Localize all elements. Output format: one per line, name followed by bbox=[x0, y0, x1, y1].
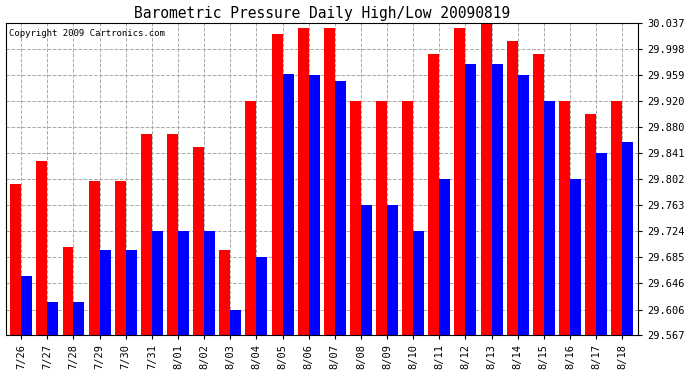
Bar bbox=[282, 74, 293, 335]
Bar bbox=[466, 64, 476, 335]
Bar bbox=[481, 24, 491, 335]
Bar bbox=[570, 179, 581, 335]
Bar bbox=[324, 28, 335, 335]
Bar bbox=[428, 54, 440, 335]
Bar bbox=[37, 160, 48, 335]
Bar bbox=[518, 75, 529, 335]
Bar bbox=[387, 205, 398, 335]
Bar bbox=[178, 231, 189, 335]
Bar bbox=[246, 101, 257, 335]
Bar bbox=[63, 247, 74, 335]
Bar bbox=[308, 75, 319, 335]
Bar bbox=[361, 205, 372, 335]
Bar bbox=[272, 34, 282, 335]
Bar bbox=[167, 134, 178, 335]
Bar bbox=[544, 101, 555, 335]
Bar bbox=[559, 101, 570, 335]
Bar bbox=[230, 309, 241, 335]
Bar bbox=[350, 101, 361, 335]
Bar bbox=[611, 101, 622, 335]
Bar bbox=[413, 231, 424, 335]
Bar bbox=[88, 181, 99, 335]
Text: Copyright 2009 Cartronics.com: Copyright 2009 Cartronics.com bbox=[9, 29, 165, 38]
Bar bbox=[376, 101, 387, 335]
Bar bbox=[204, 231, 215, 335]
Bar bbox=[596, 153, 607, 335]
Bar bbox=[21, 276, 32, 335]
Bar bbox=[297, 28, 308, 335]
Bar bbox=[491, 64, 502, 335]
Bar bbox=[219, 251, 230, 335]
Bar bbox=[335, 81, 346, 335]
Bar bbox=[99, 251, 110, 335]
Bar bbox=[533, 54, 544, 335]
Bar bbox=[622, 142, 633, 335]
Bar bbox=[141, 134, 152, 335]
Bar bbox=[48, 302, 59, 335]
Bar bbox=[440, 179, 451, 335]
Bar bbox=[257, 257, 268, 335]
Bar bbox=[506, 41, 518, 335]
Bar bbox=[152, 231, 163, 335]
Title: Barometric Pressure Daily High/Low 20090819: Barometric Pressure Daily High/Low 20090… bbox=[134, 6, 510, 21]
Bar bbox=[193, 147, 204, 335]
Bar bbox=[115, 181, 126, 335]
Bar bbox=[402, 101, 413, 335]
Bar bbox=[585, 114, 596, 335]
Bar bbox=[10, 184, 21, 335]
Bar bbox=[455, 28, 466, 335]
Bar bbox=[126, 251, 137, 335]
Bar bbox=[74, 302, 84, 335]
